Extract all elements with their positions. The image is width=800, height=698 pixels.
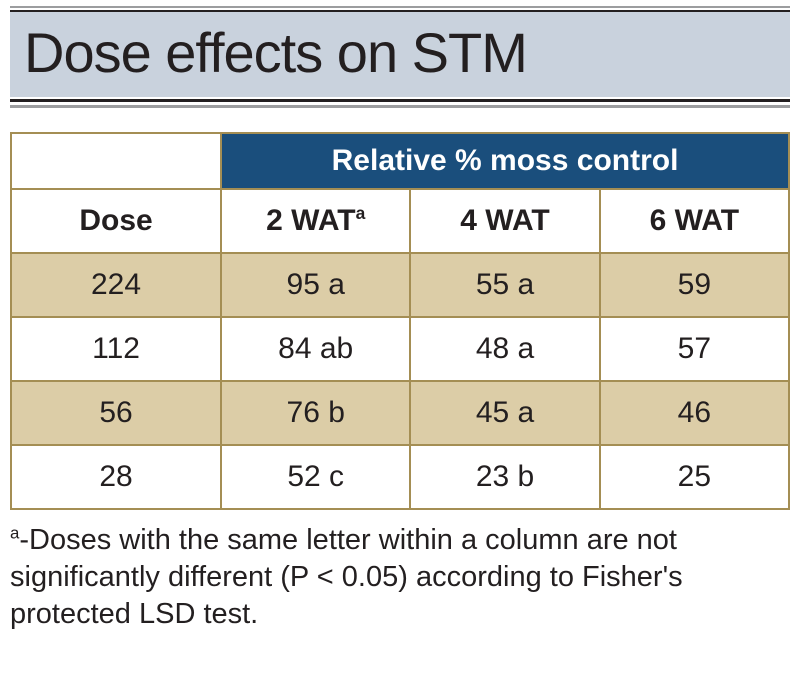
cell-2wat: 52 c — [221, 445, 410, 509]
header-4wat: 4 WAT — [410, 189, 599, 253]
figure: Dose effects on STM Relative % moss cont… — [10, 10, 790, 633]
rule-dark — [10, 99, 790, 102]
data-table: Relative % moss control Dose 2 WATa 4 WA… — [10, 132, 790, 510]
cell-dose: 224 — [11, 253, 221, 317]
cell-4wat: 48 a — [410, 317, 599, 381]
table-row: 112 84 ab 48 a 57 — [11, 317, 789, 381]
cell-2wat: 84 ab — [221, 317, 410, 381]
header-spanner: Relative % moss control — [221, 133, 789, 189]
page-title: Dose effects on STM — [24, 20, 776, 85]
table-header-row-cols: Dose 2 WATa 4 WAT 6 WAT — [11, 189, 789, 253]
spacer — [10, 108, 790, 132]
cell-4wat: 23 b — [410, 445, 599, 509]
cell-2wat: 95 a — [221, 253, 410, 317]
header-2wat-sup: a — [356, 203, 366, 223]
cell-4wat: 55 a — [410, 253, 599, 317]
cell-6wat: 25 — [600, 445, 789, 509]
title-rules — [10, 99, 790, 108]
header-2wat-label: 2 WAT — [266, 204, 355, 237]
header-2wat: 2 WATa — [221, 189, 410, 253]
header-blank — [11, 133, 221, 189]
footnote-text: -Doses with the same letter within a col… — [10, 524, 683, 630]
cell-2wat: 76 b — [221, 381, 410, 445]
table-header-row-spanner: Relative % moss control — [11, 133, 789, 189]
header-6wat: 6 WAT — [600, 189, 789, 253]
cell-dose: 28 — [11, 445, 221, 509]
cell-6wat: 46 — [600, 381, 789, 445]
footnote: a-Doses with the same letter within a co… — [10, 522, 790, 633]
cell-dose: 112 — [11, 317, 221, 381]
title-block: Dose effects on STM — [10, 10, 790, 97]
cell-6wat: 59 — [600, 253, 789, 317]
table-row: 56 76 b 45 a 46 — [11, 381, 789, 445]
table-row: 224 95 a 55 a 59 — [11, 253, 789, 317]
cell-dose: 56 — [11, 381, 221, 445]
cell-4wat: 45 a — [410, 381, 599, 445]
header-dose: Dose — [11, 189, 221, 253]
cell-6wat: 57 — [600, 317, 789, 381]
table-body: 224 95 a 55 a 59 112 84 ab 48 a 57 56 76… — [11, 253, 789, 509]
footnote-sup: a — [10, 523, 19, 542]
table-row: 28 52 c 23 b 25 — [11, 445, 789, 509]
